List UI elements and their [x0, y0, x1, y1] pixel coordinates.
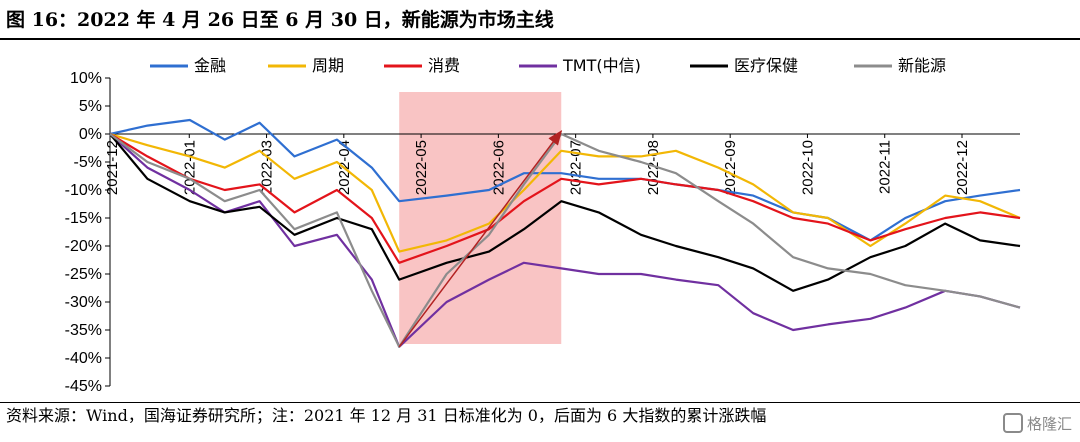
highlight-band — [399, 92, 562, 344]
series-line-3 — [109, 133, 1021, 348]
y-tick-label: -45% — [65, 378, 102, 395]
x-tick-label: 2022-09 — [722, 140, 739, 195]
footer-rule — [0, 402, 1080, 403]
x-tick-label: 2021-12 — [104, 140, 121, 195]
series-line-4 — [109, 133, 1021, 292]
legend-label-4: 医疗保健 — [734, 56, 798, 75]
x-tick-label: 2022-10 — [799, 140, 816, 195]
legend-label-5: 新能源 — [898, 56, 946, 75]
y-tick-label: 0% — [79, 126, 102, 143]
title-rule — [0, 38, 1080, 40]
y-tick-label: -5% — [74, 154, 102, 171]
y-tick-label: -20% — [65, 238, 102, 255]
legend-label-0: 金融 — [194, 56, 226, 75]
x-tick-label: 2022-07 — [568, 140, 585, 195]
y-tick-label: 5% — [79, 98, 102, 115]
y-tick-label: -30% — [65, 294, 102, 311]
legend-label-2: 消费 — [428, 56, 460, 75]
y-tick-label: -25% — [65, 266, 102, 283]
y-tick-label: 10% — [70, 70, 102, 87]
x-tick-label: 2022-12 — [954, 140, 971, 195]
series-line-1 — [109, 132, 1021, 253]
x-tick-label: 2022-05 — [413, 140, 430, 195]
y-tick-label: -35% — [65, 322, 102, 339]
chart: 10% 5% 0% -5% -10% -15% -20% -25% -30% -35% -40% -4… — [65, 56, 1021, 395]
y-tick-label: -40% — [65, 350, 102, 367]
watermark-logo-icon — [1002, 413, 1023, 433]
source-note: 资料来源：Wind，国海证券研究所；注：2021 年 12 月 31 日标准化为… — [6, 406, 767, 425]
page-title: 图 16：2022 年 4 月 26 日至 6 月 30 日，新能源为市场主线 — [6, 9, 554, 31]
annotation-arrow — [398, 130, 563, 348]
y-tick-label: -15% — [65, 210, 102, 227]
legend-label-3: TMT(中信) — [562, 56, 641, 75]
series-line-2 — [109, 133, 1021, 264]
y-tick-label: -10% — [65, 182, 102, 199]
x-tick-label: 2022-11 — [877, 140, 894, 194]
watermark-text: 格隆汇 — [1026, 415, 1072, 433]
legend-label-1: 周期 — [312, 56, 344, 75]
watermark: 格隆汇 — [1002, 412, 1072, 436]
x-tick-label: 2022-06 — [490, 140, 507, 195]
